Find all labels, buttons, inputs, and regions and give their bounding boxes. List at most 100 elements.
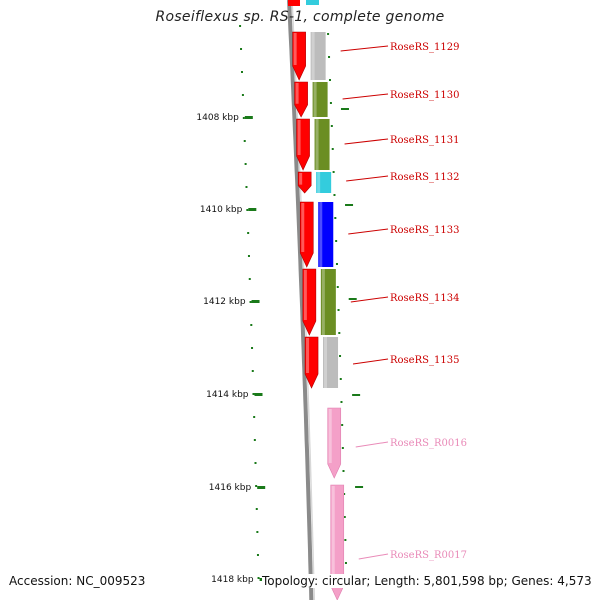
tick-dot-left [257,577,260,579]
tick-dot-left [251,370,254,372]
gene-label: RoseRS_1134 [390,293,459,304]
tick-dot-left [255,485,258,487]
gene-arrow [292,31,306,81]
tick-dot-right [335,240,338,242]
label-leader [342,93,389,100]
tick-dot-left [247,232,250,234]
tick-dot-right [335,263,338,265]
gene-arrow [327,407,342,479]
gene-arrow [302,268,317,336]
cog-block-shine [321,269,325,335]
scale-ticks: 1408 kbp 1410 kbp 1412 kbp 1414 kbp 1416 kbp… [196,113,268,585]
cog-block [312,82,328,117]
tick-dot-left [246,209,249,211]
gene-arrow [294,81,308,118]
partial-cog [306,0,319,5]
cog-block [316,172,332,193]
gene-arrow-shine [328,409,332,463]
tick-dot-right [334,217,337,219]
tick-dot-right [342,470,345,472]
tick-dot-left [240,71,243,73]
tick-dot-right [344,539,347,541]
tick-dot-right [343,493,346,495]
accession-text: Accession: NC_009523 [9,574,148,588]
tick-dot-left [252,393,255,395]
tick-dot-right [344,562,347,564]
gene-arrow [304,336,319,389]
major-tick [251,300,260,303]
tick-dot-right [337,309,340,311]
label-leader [350,296,389,303]
cog-block [318,202,334,267]
cog-block-shine [313,82,317,117]
tick-dot-left [240,48,243,50]
label-leader [344,138,389,145]
tick-dot-right [332,171,335,173]
gene-label: RoseRS_1131 [390,135,459,146]
tick-dot-right [330,125,333,127]
gene-arrow [330,484,345,600]
tick-dot-right [339,378,342,380]
tick-dot-right [327,33,330,35]
gene-label: RoseRS_1132 [390,172,459,183]
tick-label: 1416 kbp [209,483,252,493]
tick-dot-right [336,286,339,288]
cog-block [320,269,336,335]
label-leader [355,441,389,448]
tick-dot-left [255,508,258,510]
gene-track [292,31,345,600]
tick-dot-left [251,347,254,349]
major-tick [248,208,257,211]
tick-dot-right [341,447,344,449]
tick-dot-left [239,25,242,27]
tick-dot-right [343,516,346,518]
tick-dash-right [352,394,361,396]
partial-upstream-genes [288,0,319,6]
tick-dot-left [244,163,247,165]
topology-text: Topology: circular; Length: 5,801,598 bp… [262,574,596,588]
gene-arrow-shine [297,120,301,155]
tick-dash-right [348,298,357,300]
tick-dot-right [328,56,331,58]
tick-dot-left [241,94,244,96]
label-leader [352,358,389,365]
tick-dot-right [331,148,334,150]
cog-block [323,337,339,388]
tick-dot-left [253,416,256,418]
gene-arrow-shine [331,486,335,585]
label-leader [346,175,389,182]
tick-dot-left [242,117,245,119]
tick-dot-right [339,355,342,357]
genome-title: Roseiflexus sp. RS-1, complete genome [155,9,445,25]
tick-label: 1410 kbp [200,205,243,215]
gene-label: RoseRS_1135 [390,355,459,366]
major-tick [254,393,263,396]
tick-dot-left [254,462,257,464]
tick-dot-left [250,324,253,326]
gene-arrow [296,118,310,171]
tick-dash-right [355,486,364,488]
gene-label: RoseRS_1130 [390,90,459,101]
gene-arrow-shine [299,173,303,185]
gene-arrow [297,171,312,194]
gene-arrow-shine [301,203,305,252]
cog-block-shine [315,119,319,170]
tick-dot-left [245,186,248,188]
cog-block [310,32,326,80]
gene-label: RoseRS_1129 [390,42,459,53]
tick-dot-left [249,301,252,303]
tick-label: 1414 kbp [206,390,249,400]
label-leader [340,45,389,52]
gene-label: RoseRS_1133 [390,225,459,236]
major-tick [244,116,253,119]
tick-dot-left [247,255,250,257]
tick-dot-right [338,332,341,334]
tick-label: 1412 kbp [203,297,246,307]
tick-dash-right [345,204,354,206]
gene-arrow [299,201,314,268]
tick-dot-left [253,439,256,441]
gene-label: RoseRS_R0016 [390,438,467,449]
tick-dot-right [333,194,336,196]
gene-arrow-shine [293,33,297,65]
